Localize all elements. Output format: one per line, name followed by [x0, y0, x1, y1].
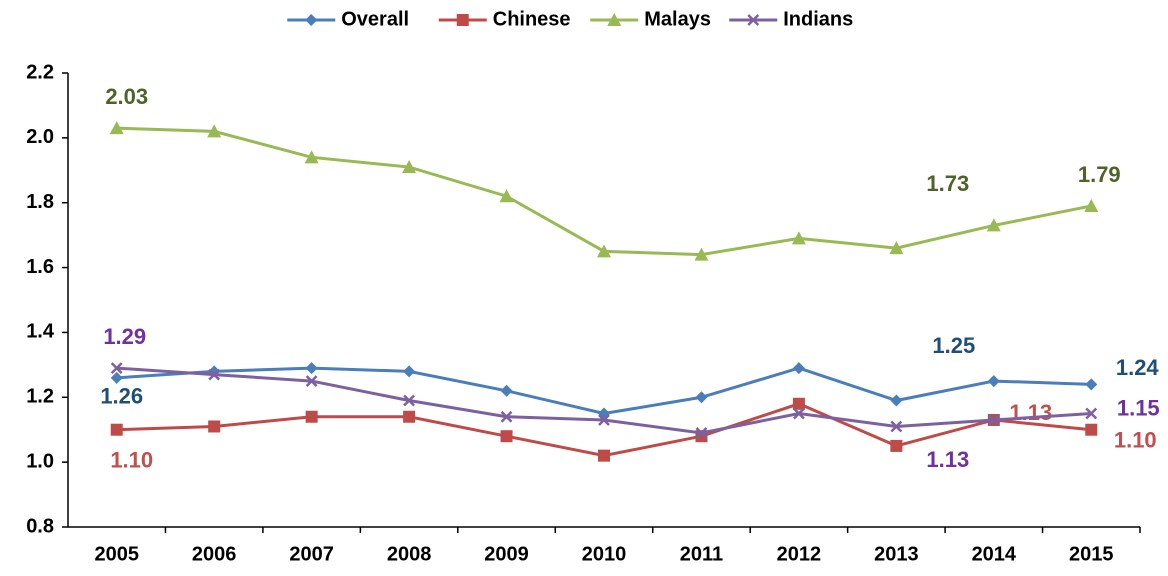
point — [598, 449, 610, 462]
point — [305, 410, 318, 423]
point — [597, 244, 611, 258]
series-line — [116, 366, 1092, 435]
x-tick-label: 2014 — [972, 543, 1017, 565]
legend-marker — [607, 13, 622, 26]
point — [986, 218, 1001, 232]
x-tick-label: 2005 — [94, 543, 139, 565]
point — [792, 362, 805, 375]
point — [890, 420, 903, 433]
y-tick-label: 1.2 — [26, 386, 54, 408]
point — [694, 247, 709, 261]
point — [890, 394, 903, 407]
x-tick-label: 2009 — [484, 543, 529, 565]
y-tick-label: 0.8 — [26, 515, 54, 537]
data-label: 1.13 — [1009, 400, 1052, 425]
legend-label: Overall — [341, 8, 409, 30]
point — [792, 397, 805, 410]
data-label: 1.25 — [932, 333, 975, 358]
x-tick-label: 2010 — [582, 543, 627, 565]
series-line — [116, 366, 1092, 416]
point — [304, 150, 319, 164]
legend-label: Malays — [644, 8, 711, 30]
point — [110, 362, 123, 374]
point — [499, 189, 514, 203]
point — [987, 414, 1000, 426]
point — [1084, 198, 1099, 212]
legend-marker — [456, 14, 469, 26]
point — [500, 410, 513, 423]
point — [1085, 423, 1098, 436]
point — [889, 241, 904, 255]
point — [598, 407, 610, 420]
point — [110, 423, 123, 436]
data-label: 1.24 — [1116, 355, 1160, 380]
x-tick-label: 2012 — [777, 543, 822, 565]
data-label: 1.29 — [103, 324, 146, 349]
x-tick-label: 2006 — [192, 543, 237, 565]
legend-label: Indians — [783, 8, 853, 30]
point — [791, 231, 806, 245]
point — [890, 439, 903, 452]
point — [305, 375, 318, 387]
x-tick-label: 2015 — [1069, 543, 1114, 565]
point — [207, 124, 222, 138]
y-tick-label: 1.6 — [26, 256, 54, 278]
point — [987, 375, 1000, 388]
point — [403, 410, 416, 423]
x-tick-label: 2007 — [289, 543, 334, 565]
x-tick-label: 2013 — [874, 543, 919, 565]
point — [402, 160, 417, 174]
x-tick-label: 2011 — [680, 543, 723, 565]
data-label: 1.79 — [1078, 162, 1121, 187]
data-label: 1.10 — [1114, 428, 1157, 453]
point — [793, 407, 805, 420]
point — [1085, 407, 1098, 420]
point — [109, 121, 124, 135]
data-label: 2.03 — [105, 84, 148, 109]
legend-marker — [305, 14, 318, 26]
point — [110, 371, 123, 384]
point — [695, 427, 708, 439]
y-tick-label: 1.0 — [26, 450, 54, 472]
point — [403, 394, 415, 407]
point — [1085, 378, 1098, 391]
data-label: 1.13 — [926, 447, 969, 472]
legend-label: Chinese — [493, 8, 571, 30]
point — [500, 384, 513, 397]
y-tick-label: 2.2 — [26, 61, 54, 83]
data-label: 1.10 — [110, 448, 153, 473]
data-label: 1.26 — [100, 384, 143, 409]
point — [305, 362, 318, 375]
point — [208, 368, 221, 381]
data-label: 1.73 — [926, 171, 969, 196]
point — [500, 430, 513, 443]
data-label: 1.15 — [1117, 395, 1160, 420]
point — [598, 414, 610, 426]
point — [695, 391, 708, 404]
y-tick-label: 2.0 — [26, 126, 54, 148]
legend-marker — [747, 14, 760, 26]
y-tick-label: 1.4 — [26, 321, 55, 343]
x-tick-label: 2008 — [387, 543, 432, 565]
point — [208, 420, 221, 433]
point — [403, 365, 416, 378]
y-tick-label: 1.8 — [26, 191, 54, 213]
